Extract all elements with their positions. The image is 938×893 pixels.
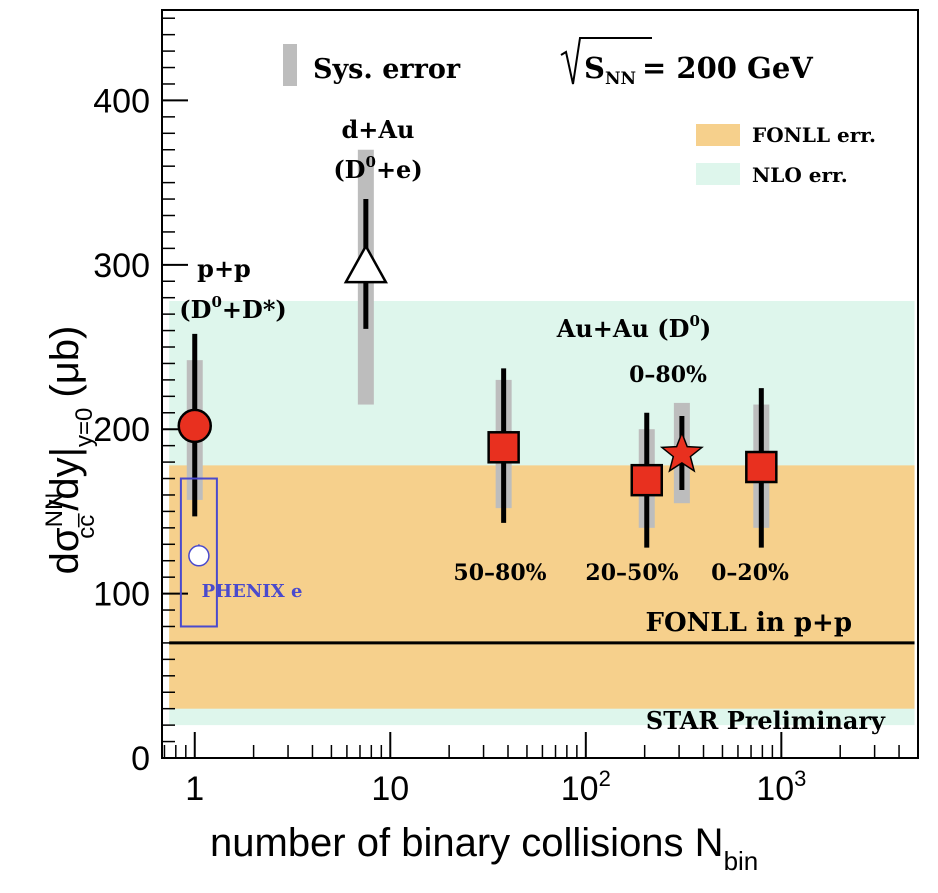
dau-label: d+Au <box>342 115 415 144</box>
centrality-50-80: 50–80% <box>453 560 546 586</box>
sys-error-legend-mark <box>283 44 297 86</box>
plot-frame <box>161 9 919 759</box>
fonll-pp-label: FONLL in p+p <box>646 608 852 638</box>
energy-label: SNN = 200 GeV <box>584 51 813 89</box>
sqrt-sign <box>560 37 652 85</box>
pp-label-2: (D0+D*) <box>179 293 286 324</box>
y-axis-title: dσNN cc̅/dy|y=0(μb) <box>41 326 100 575</box>
x-tick-label: 10 <box>371 770 409 808</box>
y-tick-label: 300 <box>93 247 150 285</box>
phenix-label: PHENIX e <box>202 581 303 602</box>
centrality-0-20: 0–20% <box>711 560 789 586</box>
band-fonll-err <box>169 465 915 709</box>
pp-label: p+p <box>197 254 251 283</box>
marker-au-au-20-50- <box>630 463 664 497</box>
phenix-marker <box>188 545 210 567</box>
marker-au-au-0-20- <box>745 450 778 484</box>
band-layer <box>169 300 915 726</box>
auau-label: Au+Au (D0) <box>556 312 712 343</box>
nlo-legend-label: NLO err. <box>752 163 848 187</box>
y-tick-label: 0 <box>131 740 150 778</box>
y-tick-label: 400 <box>93 82 150 120</box>
centrality-20-50: 20–50% <box>585 560 678 586</box>
fonll-legend-swatch <box>696 124 740 146</box>
nlo-legend-swatch <box>696 163 740 185</box>
dau-label-2: (D0+e) <box>333 153 422 184</box>
sys-error-label: Sys. error <box>313 54 461 85</box>
star-preliminary-label: STAR Preliminary <box>646 706 886 735</box>
fonll-legend-label: FONLL err. <box>752 123 876 147</box>
marker-d-au-d0-e- <box>343 243 388 284</box>
data-points <box>177 149 778 628</box>
y-axis: 0 100 200 300 400 <box>93 17 188 778</box>
marker-au-au-50-80- <box>487 431 520 464</box>
phenix-sys-box <box>179 477 218 628</box>
x-axis-title: number of binary collisions Nbin <box>210 821 758 876</box>
marker-au-au-0-80- <box>659 430 704 473</box>
y-tick-label: 200 <box>93 411 150 449</box>
marker-p-p-d0-d- <box>177 408 212 444</box>
x-tick-label: 1 <box>185 770 204 808</box>
y-tick-label: 100 <box>93 576 150 614</box>
x-axis: 1 10 102 103 <box>163 732 919 808</box>
x-tick-label: 102 <box>561 766 611 808</box>
centrality-0-80: 0–80% <box>629 362 707 388</box>
x-tick-label: 103 <box>756 766 806 808</box>
